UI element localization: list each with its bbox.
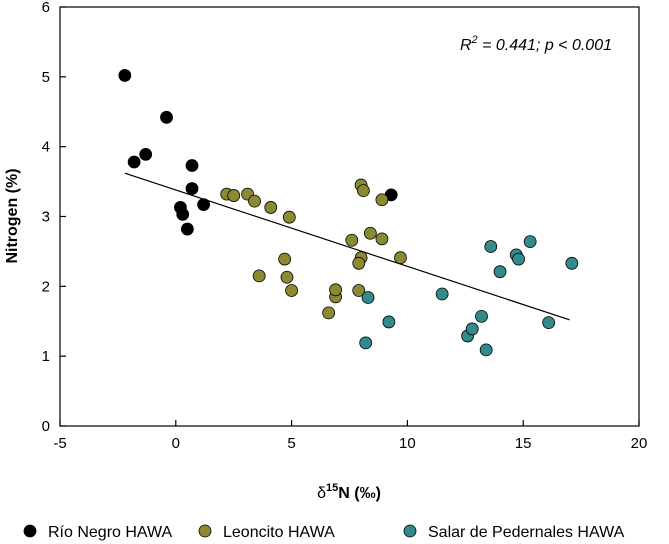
data-point-series-2: [227, 189, 241, 202]
data-point-series-1: [139, 147, 153, 161]
data-point-series-3: [523, 235, 537, 249]
r-symbol: R: [460, 37, 472, 54]
data-point-series-1: [176, 208, 190, 221]
data-point-series-2: [352, 284, 366, 297]
data-point-series-1: [127, 155, 141, 169]
data-point-series-2: [394, 251, 407, 265]
data-point-series-2: [264, 201, 278, 214]
r-annotation-rest: = 0.441; p < 0.001: [478, 37, 612, 54]
data-point-series-1: [160, 110, 173, 124]
data-point-series-3: [565, 256, 579, 270]
data-point-series-1: [185, 182, 199, 195]
data-point-series-3: [484, 240, 498, 253]
isotope-superscript: 15: [326, 482, 338, 494]
y-tick-label: 0: [42, 418, 50, 435]
x-tick-label: -5: [53, 435, 66, 452]
data-point-series-3: [361, 291, 375, 304]
data-point-series-2: [375, 232, 389, 246]
data-point-series-2: [278, 252, 292, 266]
y-tick-label: 3: [42, 209, 50, 226]
x-axis: -5 0 5 10 15 20: [53, 420, 647, 452]
x-axis-title: δ15N (‰): [317, 482, 381, 502]
regression-line: [124, 172, 570, 321]
data-point-series-2: [329, 283, 343, 297]
data-point-series-1: [118, 69, 132, 82]
data-point-series-2: [345, 233, 359, 247]
data-point-series-3: [512, 252, 525, 266]
y-tick-label: 5: [42, 69, 50, 86]
data-point-series-3: [435, 287, 449, 301]
x-tick-label: 5: [287, 435, 295, 452]
y-axis-title: Nitrogen (%): [4, 168, 21, 263]
legend-label: Río Negro HAWA: [48, 524, 173, 541]
x-axis-title-rest: N (‰): [338, 485, 381, 502]
data-point-series-3: [465, 322, 479, 336]
x-tick-label: 0: [172, 435, 180, 452]
data-point-series-2: [248, 194, 261, 208]
legend-marker: [23, 524, 37, 538]
y-axis: 0 1 2 3 4 5 6: [42, 0, 66, 435]
data-point-series-3: [382, 315, 396, 329]
data-point-series-2: [280, 270, 294, 284]
data-point-series-2: [363, 226, 377, 240]
data-point-series-2: [322, 306, 336, 320]
r-squared-annotation: R2 = 0.441; p < 0.001: [460, 34, 612, 54]
data-point-series-2: [282, 210, 296, 224]
data-point-series-3: [479, 343, 493, 357]
data-points: [118, 69, 579, 357]
plot-area-frame: [59, 6, 640, 427]
data-point-series-3: [493, 265, 507, 279]
data-point-series-2: [356, 184, 370, 198]
y-tick-label: 1: [42, 348, 50, 365]
data-point-series-3: [359, 336, 373, 350]
data-point-series-2: [285, 284, 299, 297]
legend-label: Salar de Pedernales HAWA: [428, 524, 625, 541]
y-tick-label: 6: [42, 0, 50, 16]
data-point-series-1: [185, 159, 199, 172]
data-point-series-2: [252, 269, 266, 283]
legend-label: Leoncito HAWA: [223, 524, 335, 541]
data-point-series-2: [375, 193, 389, 207]
legend-marker: [403, 524, 417, 538]
x-tick-label: 20: [631, 435, 648, 452]
r-superscript: 2: [471, 34, 478, 46]
data-point-series-3: [475, 309, 488, 323]
x-tick-label: 15: [515, 435, 532, 452]
data-point-series-3: [542, 316, 556, 330]
y-tick-label: 2: [42, 278, 50, 295]
y-tick-label: 4: [42, 139, 50, 156]
x-tick-label: 10: [399, 435, 416, 452]
data-point-series-1: [197, 198, 210, 212]
delta-symbol: δ: [317, 485, 326, 502]
data-point-series-2: [352, 256, 366, 270]
data-point-series-1: [180, 222, 194, 236]
legend: Río Negro HAWA Leoncito HAWA Salar de Pede…: [23, 524, 625, 541]
legend-marker: [198, 524, 212, 538]
